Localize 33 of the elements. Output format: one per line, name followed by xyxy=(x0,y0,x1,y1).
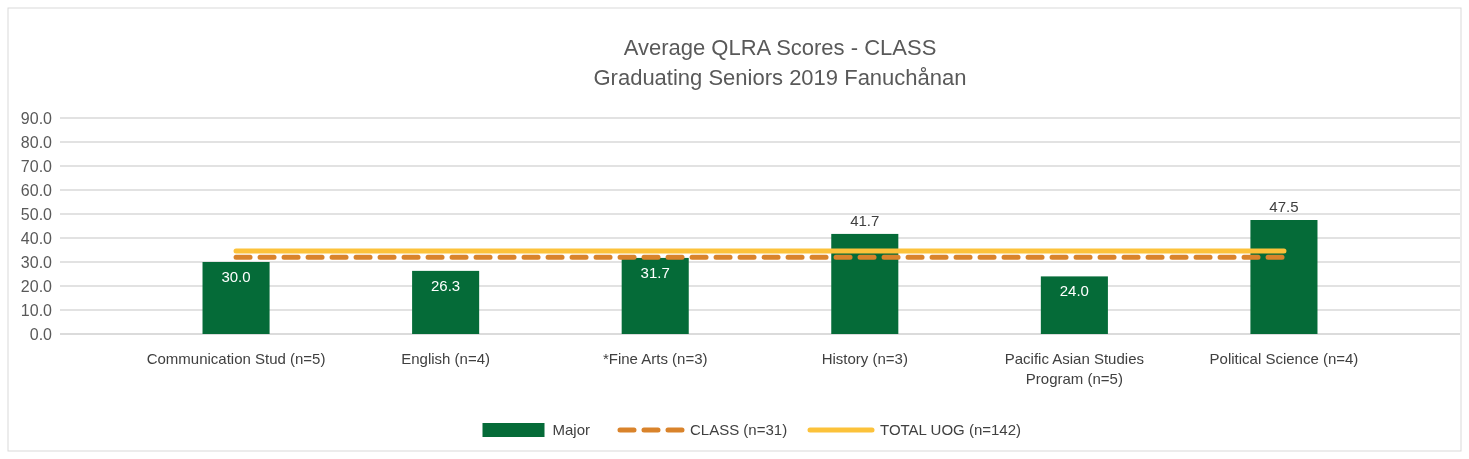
y-tick-label: 40.0 xyxy=(20,230,53,247)
chart-title: Average QLRA Scores - CLASS xyxy=(623,35,937,60)
y-tick-label: 0.0 xyxy=(29,326,53,343)
y-tick-label: 10.0 xyxy=(20,302,53,319)
x-tick-label: English (n=4) xyxy=(401,350,491,367)
data-label: 30.0 xyxy=(221,268,251,285)
data-label: 31.7 xyxy=(640,263,670,281)
chart-subtitle: Graduating Seniors 2019 Fanuchånan xyxy=(593,65,967,90)
x-tick-label: Political Science (n=4) xyxy=(1209,350,1359,367)
bar xyxy=(1250,220,1318,334)
legend-label: TOTAL UOG (n=142) xyxy=(880,421,1022,438)
y-tick-label: 70.0 xyxy=(20,158,53,175)
y-tick-label: 50.0 xyxy=(20,206,53,223)
data-label: 41.7 xyxy=(850,211,880,229)
y-tick-label: 90.0 xyxy=(20,110,53,127)
bar xyxy=(412,270,480,334)
legend-label: CLASS (n=31) xyxy=(690,421,788,438)
x-tick-label: Pacific Asian Studies Program (n=5) xyxy=(1004,350,1144,387)
bar xyxy=(202,262,270,334)
y-tick-label: 60.0 xyxy=(20,182,53,199)
x-tick-label: *Fine Arts (n=3) xyxy=(602,350,708,367)
y-tick-label: 20.0 xyxy=(20,278,53,295)
legend-label: Major xyxy=(552,421,591,438)
data-label: 24.0 xyxy=(1059,282,1089,300)
x-tick-label: History (n=3) xyxy=(821,350,908,367)
data-label: 47.5 xyxy=(1269,198,1299,215)
bar xyxy=(1040,276,1108,334)
bar xyxy=(831,233,899,334)
bar xyxy=(621,257,689,334)
y-tick-label: 80.0 xyxy=(20,134,53,151)
data-label: 26.3 xyxy=(431,276,461,294)
y-tick-label: 30.0 xyxy=(20,254,53,271)
x-tick-label: Communication Stud (n=5) xyxy=(146,350,326,367)
